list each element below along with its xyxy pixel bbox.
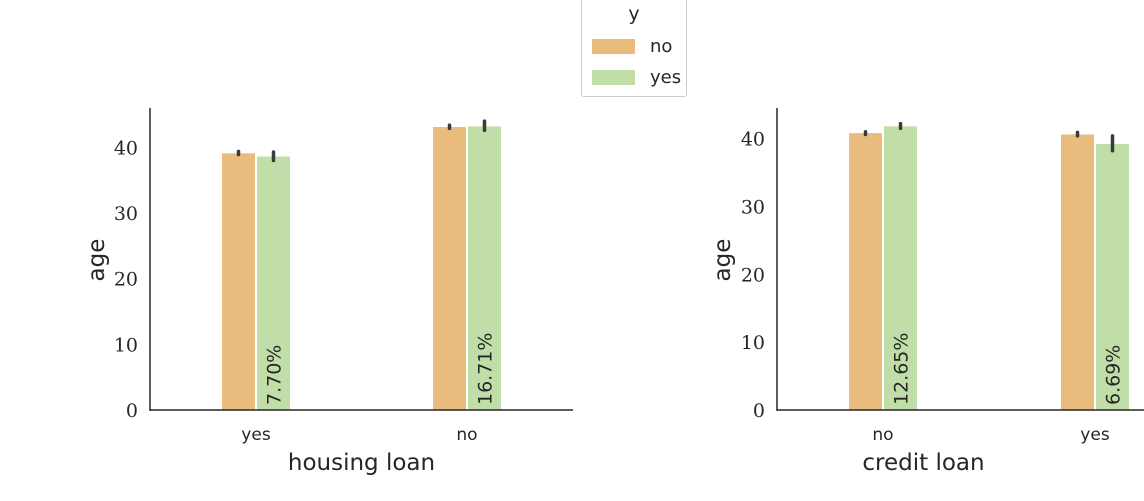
bar-no-yes bbox=[222, 153, 255, 411]
y-tick-label: 30 bbox=[114, 203, 138, 225]
y-tick-label: 20 bbox=[114, 269, 138, 291]
bar-annotation: 12.65% bbox=[891, 333, 913, 405]
y-tick-label: 10 bbox=[741, 332, 765, 354]
bar-yes-yes bbox=[1096, 143, 1129, 410]
legend: y no yes bbox=[581, 0, 687, 97]
y-tick-label: 0 bbox=[126, 400, 138, 422]
y-axis-label: age bbox=[710, 239, 736, 282]
x-tick-label: no bbox=[456, 425, 477, 445]
bar-no-no bbox=[849, 133, 882, 410]
bar-annotation: 16.71% bbox=[475, 333, 497, 405]
x-tick-label: yes bbox=[241, 425, 271, 445]
y-tick-label: 40 bbox=[114, 137, 138, 159]
x-tick-label: no bbox=[872, 425, 893, 445]
y-axis-label: age bbox=[84, 239, 110, 282]
x-tick-label: yes bbox=[1080, 425, 1110, 445]
legend-label-no: no bbox=[650, 36, 673, 57]
y-tick-label: 10 bbox=[114, 334, 138, 356]
x-axis-label: housing loan bbox=[288, 450, 435, 476]
x-axis-label: credit loan bbox=[862, 450, 984, 476]
bar-no-yes bbox=[1061, 134, 1094, 411]
y-tick-label: 20 bbox=[741, 264, 765, 286]
y-tick-label: 0 bbox=[753, 400, 765, 422]
bar-yes-no bbox=[884, 126, 917, 410]
bar-annotation: 7.70% bbox=[264, 345, 286, 405]
legend-label-yes: yes bbox=[650, 67, 682, 88]
y-tick-label: 40 bbox=[741, 129, 765, 151]
y-tick-label: 30 bbox=[741, 196, 765, 218]
bar-yes-yes bbox=[257, 156, 290, 410]
bar-no-no bbox=[433, 127, 466, 411]
legend-swatch-yes bbox=[592, 70, 635, 85]
legend-swatch-no bbox=[592, 39, 635, 54]
legend-title: y bbox=[628, 3, 640, 25]
bar-annotation: 6.69% bbox=[1103, 345, 1125, 405]
bar-yes-no bbox=[468, 126, 501, 411]
